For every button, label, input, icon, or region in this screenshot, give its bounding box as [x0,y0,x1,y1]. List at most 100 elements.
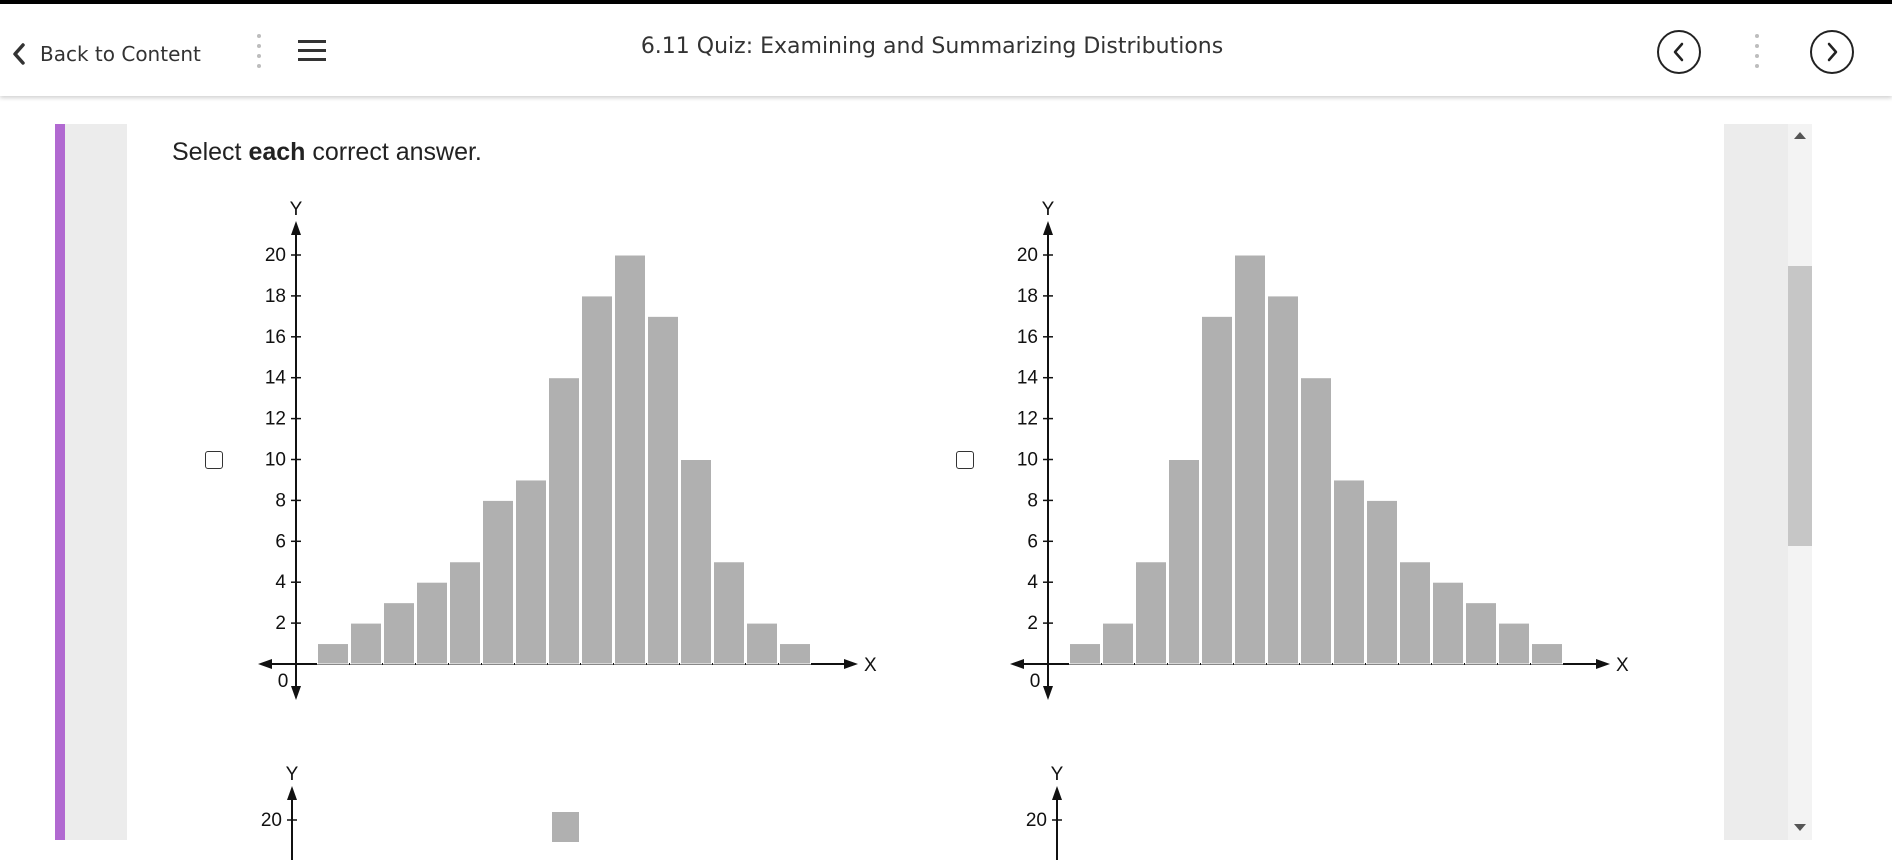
y-tick-label: 16 [1017,327,1038,348]
histogram-bar [1300,377,1332,665]
y-axis-label: Y [290,199,303,220]
instruction-prefix: Select [172,138,249,166]
y-axis-label: Y [1051,764,1064,785]
origin-label: 0 [1030,671,1041,692]
histogram-bar [1333,479,1365,665]
histogram-bar [548,377,580,665]
y-tick-label: 8 [275,490,286,511]
y-axis-arrow-icon [287,786,297,800]
next-circle-icon [1827,42,1838,62]
scroll-down-arrow-icon[interactable] [1794,824,1806,831]
y-tick-label: 6 [1027,531,1038,552]
x-axis-label: X [864,655,877,676]
histogram-bar [416,581,448,665]
y-tick-label: 12 [265,409,286,430]
y-tick-label: 4 [275,572,286,593]
y-tick-label: 18 [265,286,286,307]
histogram-bar [1267,295,1299,665]
y-axis-arrow-icon [291,221,301,235]
y-tick-label: 2 [1027,613,1038,634]
back-to-content-label: Back to Content [40,42,201,66]
top-border [0,0,1892,4]
back-to-content-button[interactable]: Back to Content [12,34,201,74]
histogram-bar [1465,602,1497,665]
next-button[interactable] [1810,30,1854,74]
y-tick-label: 20 [261,810,282,831]
histogram-bar [1102,622,1134,665]
y-tick-label: 18 [1017,286,1038,307]
histogram-chart-4: Y 20 [1026,764,1064,860]
y-axis-arrow-icon [1052,786,1062,800]
histogram-bar [1234,254,1266,665]
histogram-bar [1432,581,1464,665]
previous-button[interactable] [1657,30,1701,74]
y-axis-down-arrow-icon [1043,686,1053,700]
histogram-bar [713,561,745,665]
question-instruction: Select each correct answer. [172,138,482,167]
histogram-bar [552,812,579,842]
y-axis-arrow-icon [1043,221,1053,235]
chevron-left-icon [13,43,25,65]
histogram-chart-1: Y 2 4 6 8 10 12 14 16 18 20 X 0 [258,199,877,700]
hamburger-menu-icon[interactable] [298,40,328,66]
y-axis-down-arrow-icon [291,686,301,700]
x-axis-right-arrow-icon [844,659,858,669]
histogram-bar [1201,315,1233,665]
quiz-header: Back to Content 6.11 Quiz: Examining and… [0,4,1892,96]
instruction-suffix: correct answer. [305,138,482,166]
y-axis-label: Y [1042,199,1055,220]
y-tick-label: 10 [1017,450,1038,471]
x-axis-right-arrow-icon [1596,659,1610,669]
histogram-bar [647,315,679,665]
scroll-up-arrow-icon[interactable] [1794,132,1806,139]
prev-circle-icon [1673,42,1684,62]
y-tick-label: 20 [1017,245,1038,266]
histogram-bar [1168,459,1200,665]
y-tick-label: 16 [265,327,286,348]
scrollbar-thumb[interactable] [1788,266,1812,546]
divider-dots [1754,34,1760,74]
question-accent-bar [55,124,65,840]
x-axis-left-arrow-icon [1010,659,1024,669]
y-tick-label: 2 [275,613,286,634]
histogram-bar [1498,622,1530,665]
histogram-bar [350,622,382,665]
histogram-bar [383,602,415,665]
histogram-bar [1069,643,1101,665]
y-tick-label: 4 [1027,572,1038,593]
histogram-bar [614,254,646,665]
page-title: 6.11 Quiz: Examining and Summarizing Dis… [640,34,1224,59]
y-tick-label: 6 [275,531,286,552]
left-gutter [65,124,127,840]
histogram-bar [482,499,514,665]
answer-checkbox-2[interactable] [956,451,974,469]
y-tick-label: 20 [1026,810,1047,831]
histogram-bar [680,459,712,665]
histogram-bar [1399,561,1431,665]
y-tick-label: 14 [1017,368,1039,389]
histogram-chart-3: Y 20 [261,764,579,860]
histogram-bar [449,561,481,665]
answer-checkbox-1[interactable] [205,451,223,469]
origin-label: 0 [278,671,289,692]
x-axis-label: X [1616,655,1629,676]
histogram-bar [779,643,811,665]
histogram-chart-2: Y 2 4 6 8 10 12 14 16 18 20 X 0 [1010,199,1629,700]
question-content: Select each correct answer. Y 2 4 6 8 10 12 14 1… [0,96,1892,860]
y-tick-label: 20 [265,245,286,266]
histogram-bar [581,295,613,665]
histogram-bar [1531,643,1563,665]
histogram-bar [1135,561,1167,665]
x-axis-left-arrow-icon [258,659,272,669]
instruction-bold: each [248,138,306,166]
y-tick-label: 12 [1017,409,1038,430]
y-tick-label: 10 [265,450,286,471]
y-tick-label: 14 [265,368,287,389]
histogram-bar [317,643,349,665]
y-axis-label: Y [286,764,299,785]
divider-dots [256,34,262,74]
y-tick-label: 8 [1027,490,1038,511]
histogram-bar [746,622,778,665]
histogram-bar [1366,499,1398,665]
histogram-bar [515,479,547,665]
